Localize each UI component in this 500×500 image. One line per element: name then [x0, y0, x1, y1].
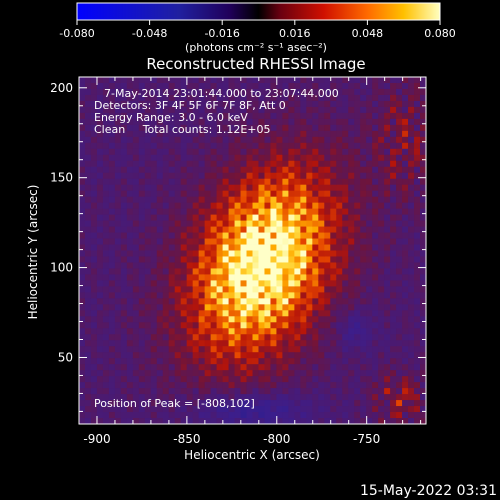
colorbar: -0.080 -0.048 -0.016 0.016 0.048 0.080 (… — [59, 2, 456, 54]
footer-date: 15-May-2022 03:31 — [360, 483, 497, 499]
x-tick-label: -750 — [353, 432, 380, 446]
method-counts-text: Clean Total counts: 1.12E+05 — [94, 123, 271, 136]
plot-frame — [78, 76, 427, 425]
colorbar-tick-label: -0.048 — [132, 27, 167, 40]
y-tick-label: 50 — [58, 350, 73, 364]
peak-position-text: Position of Peak = [-808,102] — [94, 397, 255, 410]
colorbar-tick-label: 0.080 — [424, 27, 456, 40]
y-tick-labels: 50 100 150 200 — [50, 81, 73, 365]
energy-range-text: Energy Range: 3.0 - 6.0 keV — [94, 111, 248, 124]
y-tick-label: 100 — [50, 261, 73, 275]
y-tick-label: 200 — [50, 81, 73, 95]
x-axis-title: Heliocentric X (arcsec) — [184, 448, 320, 462]
detectors-text: Detectors: 3F 4F 5F 6F 7F 8F, Att 0 — [94, 99, 286, 112]
colorbar-strip — [76, 2, 441, 21]
x-tick-label: -900 — [83, 432, 110, 446]
image-map — [79, 77, 426, 424]
colorbar-ticks — [76, 20, 441, 25]
x-tick-label: -800 — [263, 432, 290, 446]
axis-ticks — [79, 77, 426, 424]
y-tick-label: 150 — [50, 171, 73, 185]
colorbar-tick-label: 0.016 — [279, 27, 311, 40]
y-axis-title: Heliocentric Y (arcsec) — [26, 185, 40, 320]
colorbar-tick-label: -0.080 — [59, 27, 94, 40]
info-overlay: 7-May-2014 23:01:44.000 to 23:07:44.000 … — [94, 87, 339, 410]
plot-title: Reconstructed RHESSI Image — [146, 55, 365, 73]
colorbar-units: (photons cm⁻² s⁻¹ asec⁻²) — [185, 41, 327, 54]
x-tick-labels: -900 -850 -800 -750 — [83, 432, 380, 446]
x-tick-label: -850 — [173, 432, 200, 446]
colorbar-tick-label: -0.016 — [204, 27, 239, 40]
colorbar-tick-label: 0.048 — [352, 27, 384, 40]
time-range-text: 7-May-2014 23:01:44.000 to 23:07:44.000 — [104, 87, 339, 100]
